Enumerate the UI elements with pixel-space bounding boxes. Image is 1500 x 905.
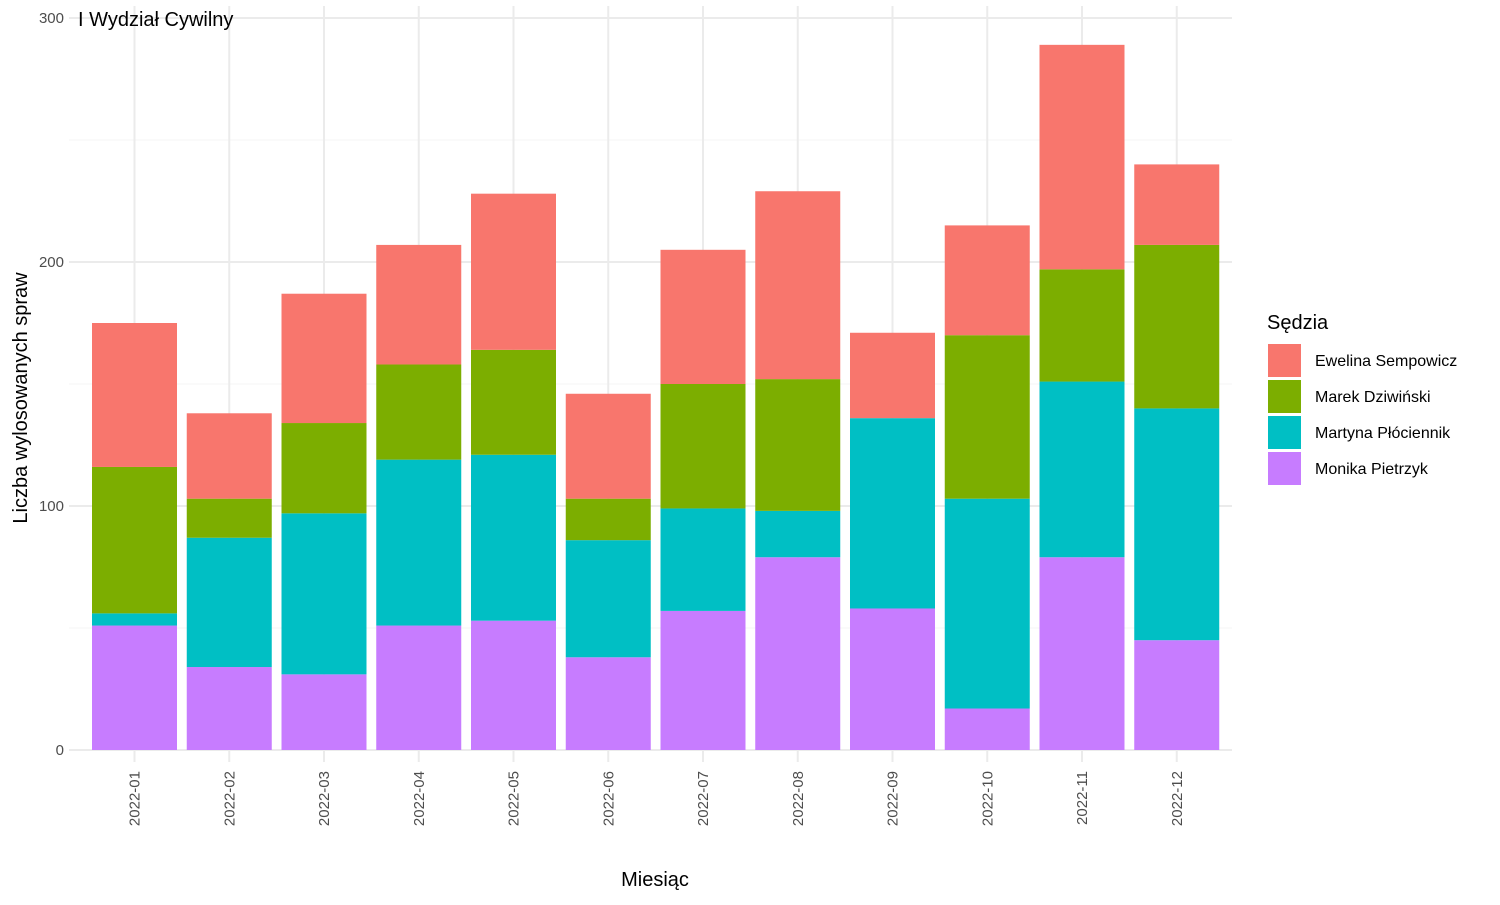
bar-segment [565, 540, 651, 658]
x-tick-label: 2022-11 [1074, 771, 1091, 825]
bar-segment [281, 293, 367, 424]
bar-segment [1134, 164, 1220, 245]
bar-segment [755, 191, 841, 380]
bar-segment [850, 418, 935, 609]
bar-segment [281, 674, 367, 750]
legend-key [1268, 452, 1301, 485]
bar-segment [1039, 269, 1125, 382]
bar-segment [1134, 408, 1220, 641]
y-tick-label: 0 [56, 742, 64, 759]
bar-segment [186, 498, 272, 538]
bar-segment [660, 610, 746, 750]
x-axis-ticks: 2022-01 2022-02 2022-03 2022-04 2022-05 2022-… [127, 771, 1186, 826]
bar-segment [755, 510, 841, 558]
bar-segment [186, 667, 272, 750]
chart-title: I Wydział Cywilny [78, 9, 233, 31]
bar-segment [660, 249, 746, 384]
bar-segment [186, 413, 272, 499]
bar-segment [376, 625, 462, 750]
legend-label: Ewelina Sempowicz [1315, 353, 1457, 370]
bar-segment [660, 384, 746, 509]
y-tick-label: 100 [39, 498, 64, 515]
legend-label: Martyna Płóciennik [1315, 425, 1451, 442]
bar-segment [92, 613, 177, 626]
bar-segment [850, 332, 935, 419]
x-tick-label: 2022-04 [411, 771, 428, 826]
bar-segment [1039, 557, 1125, 750]
bar-segment [565, 498, 651, 541]
bar-segment [1134, 640, 1220, 750]
y-axis-ticks: 0 100 200 300 [39, 10, 64, 759]
bar-segment [471, 193, 556, 350]
bar-segment [755, 557, 841, 750]
bar-segment [186, 537, 272, 668]
bar-segment [92, 466, 177, 614]
x-tick-label: 2022-09 [885, 771, 902, 826]
bar-segment [92, 323, 177, 467]
x-tick-label: 2022-05 [506, 771, 523, 826]
legend: Sędzia Ewelina Sempowicz Marek Dziwiński M… [1267, 312, 1457, 485]
y-tick-label: 200 [39, 254, 64, 271]
bar-segment [281, 423, 367, 514]
bar-segment [755, 379, 841, 511]
legend-key [1268, 416, 1301, 449]
bar-segment [1039, 44, 1125, 270]
x-tick-label: 2022-03 [316, 771, 333, 826]
bar-segment [565, 393, 651, 499]
x-tick-label: 2022-10 [979, 771, 996, 826]
bar-segment [660, 508, 746, 611]
bar-segment [850, 608, 935, 750]
bar-segment [944, 708, 1030, 750]
x-tick-label: 2022-08 [790, 771, 807, 826]
bar-segment [1039, 381, 1125, 558]
bar-segment [1134, 244, 1220, 409]
x-tick-label: 2022-01 [127, 771, 144, 826]
bar-segment [376, 364, 462, 460]
bar-segment [471, 454, 556, 621]
x-tick-label: 2022-02 [221, 771, 238, 826]
bar-segment [376, 244, 462, 365]
legend-label: Monika Pietrzyk [1315, 461, 1429, 478]
bar-segment [565, 657, 651, 750]
x-tick-label: 2022-07 [695, 771, 712, 826]
bar-segment [471, 620, 556, 750]
bars [92, 44, 1220, 750]
bar-segment [92, 625, 177, 750]
x-tick-label: 2022-12 [1169, 771, 1186, 826]
bar-segment [944, 498, 1030, 709]
legend-key [1268, 344, 1301, 377]
x-axis-title: Miesiąc [621, 869, 689, 891]
bar-segment [281, 513, 367, 675]
y-axis-title: Liczba wylosowanych spraw [10, 272, 32, 524]
x-tick-label: 2022-06 [600, 771, 617, 826]
legend-key [1268, 380, 1301, 413]
bar-segment [376, 459, 462, 626]
bar-segment [944, 335, 1030, 499]
legend-title: Sędzia [1267, 312, 1329, 334]
legend-label: Marek Dziwiński [1315, 389, 1431, 406]
bar-segment [944, 225, 1030, 336]
y-tick-label: 300 [39, 10, 64, 27]
bar-segment [471, 349, 556, 455]
